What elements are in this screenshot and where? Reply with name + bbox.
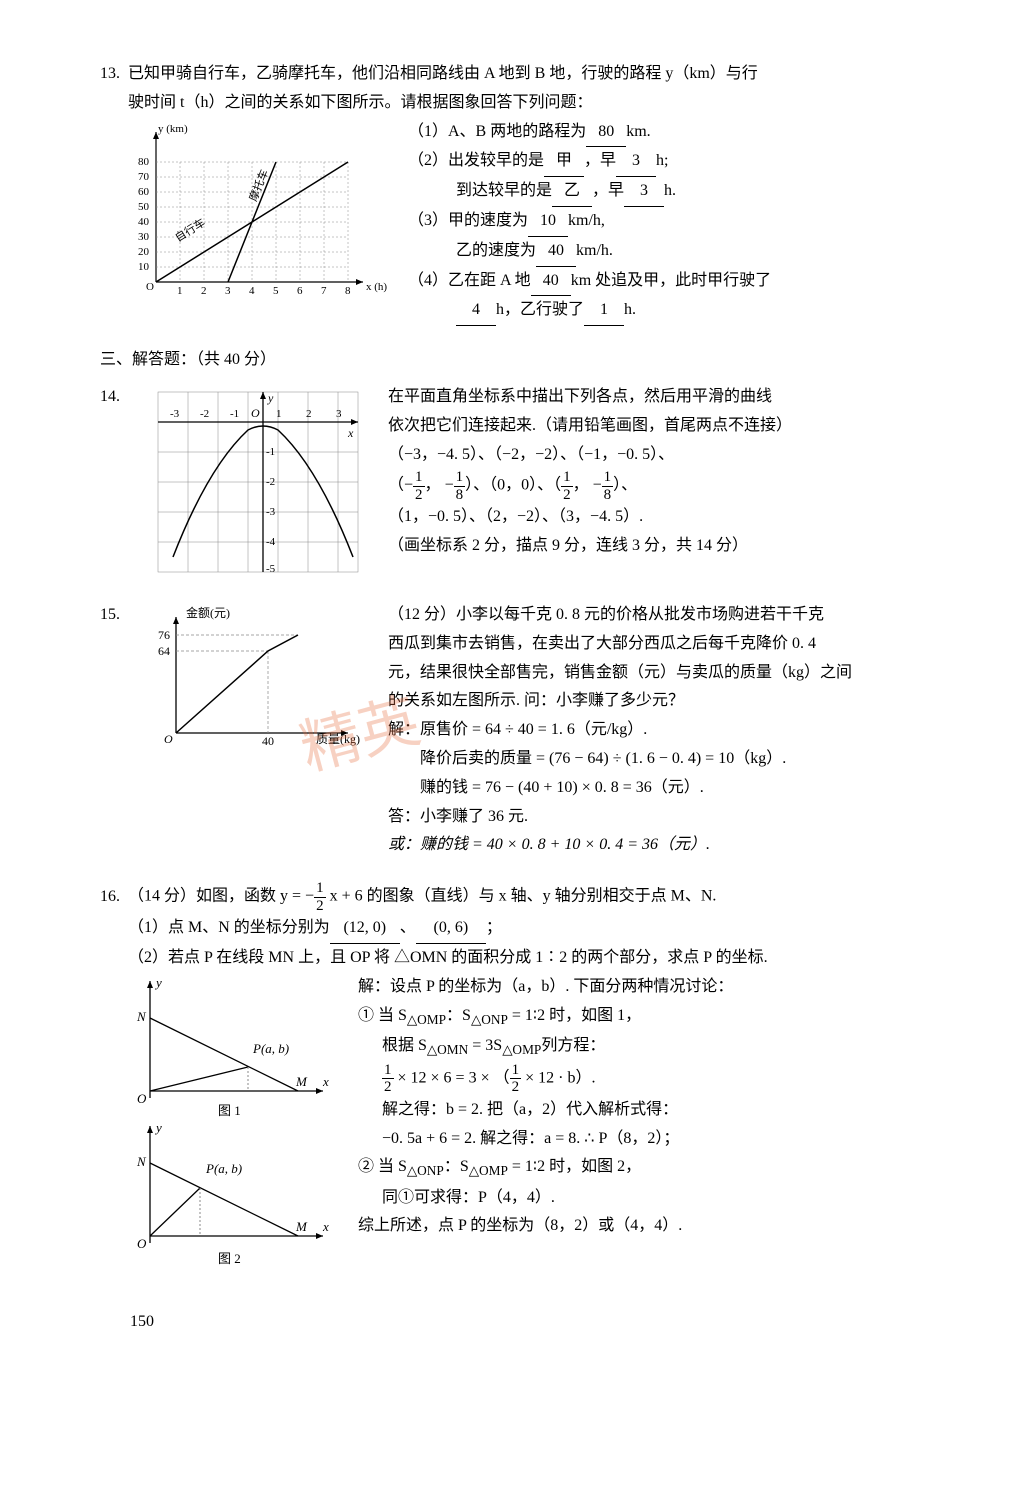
q13-a3b-ans: 40 — [536, 237, 576, 267]
svg-text:-4: -4 — [266, 536, 276, 548]
q13-a4b-ans2: 1 — [584, 296, 624, 326]
svg-text:40: 40 — [262, 734, 274, 748]
svg-text:-2: -2 — [266, 476, 275, 488]
svg-text:-1: -1 — [266, 446, 275, 458]
origin: O — [146, 281, 154, 293]
q13-a2b-ans1: 乙 — [552, 177, 592, 207]
svg-text:50: 50 — [138, 201, 150, 213]
q13-a3-ans: 10 — [528, 207, 568, 237]
svg-text:64: 64 — [158, 644, 170, 658]
q16-conclusion: 综上所述，点 P 的坐标为（8，2）或（4，4）. — [358, 1212, 944, 1241]
q16-solution: 解：设点 P 的坐标为（a，b）. 下面分两种情况讨论： ① 当 S△OMP：S… — [358, 973, 944, 1268]
q16-a2: （2）若点 P 在线段 MN 上，且 OP 将 △OMN 的面积分成 1∶2 的… — [100, 944, 944, 973]
svg-text:x: x — [347, 426, 354, 440]
svg-text:76: 76 — [158, 628, 170, 642]
q13-graph: y (km) x (h) O 1 2 3 4 5 6 — [128, 122, 388, 323]
q15-sol2: 降价后卖的质量 = (76 − 64) ÷ (1. 6 − 0. 4) = 10… — [388, 745, 944, 774]
svg-text:O: O — [137, 1091, 147, 1106]
bike-label: 自行车 — [172, 215, 207, 244]
q13-a1-suf: km. — [626, 123, 650, 140]
q16-num: 16. — [100, 883, 128, 912]
svg-text:3: 3 — [336, 408, 342, 420]
x-label: 质量(kg) — [316, 732, 360, 746]
q13-a2-pre: （2）出发较早的是 — [408, 152, 544, 169]
svg-text:O: O — [251, 406, 260, 420]
q13-stem2: 驶时间 t（h）之间的关系如下图所示。请根据图象回答下列问题： — [100, 89, 944, 118]
svg-text:-3: -3 — [170, 408, 180, 420]
svg-text:6: 6 — [297, 285, 303, 297]
x-axis-label: x (h) — [366, 281, 387, 293]
q13-a2b-ans2: 3 — [624, 177, 664, 207]
svg-text:y: y — [267, 391, 274, 405]
svg-text:M: M — [295, 1074, 308, 1089]
svg-text:1: 1 — [177, 285, 183, 297]
svg-text:N: N — [136, 1154, 147, 1169]
q14-graph: -3 -2 -1 1 2 3 -1 -2 -3 -4 -5 y x O — [148, 387, 368, 577]
q13-a2-ans1: 甲 — [544, 147, 584, 177]
y-axis-label: y (km) — [158, 123, 188, 135]
q13-a2-ans2: 3 — [616, 147, 656, 177]
q15-graph: 金额(元) 质量(kg) O 64 76 40 — [148, 605, 368, 856]
svg-text:-1: -1 — [230, 408, 239, 420]
svg-text:-2: -2 — [200, 408, 209, 420]
svg-text:图 2: 图 2 — [218, 1251, 241, 1266]
q13-answers: （1）A、B 两地的路程为80km. （2）出发较早的是甲，早3h; 到达较早的… — [408, 118, 944, 327]
svg-text:M: M — [295, 1219, 308, 1234]
svg-text:2: 2 — [201, 285, 207, 297]
q15-sol5: 或：赚的钱 = 40 × 0. 8 + 10 × 0. 4 = 36（元）. — [388, 831, 944, 860]
svg-text:P(a, b): P(a, b) — [252, 1041, 289, 1056]
question-13: 13.已知甲骑自行车，乙骑摩托车，他们沿相同路线由 A 地到 B 地，行驶的路程… — [100, 60, 944, 326]
q15-num: 15. — [100, 601, 128, 860]
svg-text:70: 70 — [138, 171, 150, 183]
q16-a1-ans1: (12, 0) — [330, 914, 400, 944]
sales-line — [176, 635, 298, 733]
q13-num: 13. — [100, 60, 128, 89]
svg-text:-3: -3 — [266, 506, 276, 518]
y-label: 金额(元) — [186, 605, 230, 620]
page-number: 150 — [100, 1308, 944, 1337]
svg-text:y: y — [154, 975, 162, 990]
svg-text:x: x — [322, 1074, 329, 1089]
svg-text:7: 7 — [321, 285, 327, 297]
q16-fig2: y x O N M P(a, b) 图 2 — [128, 1118, 338, 1268]
q16-figures: y x O N M P(a, b) 图 1 y x O N M — [128, 973, 338, 1268]
svg-text:3: 3 — [225, 285, 231, 297]
q13-stem1: 已知甲骑自行车，乙骑摩托车，他们沿相同路线由 A 地到 B 地，行驶的路程 y（… — [128, 65, 758, 82]
svg-text:2: 2 — [306, 408, 312, 420]
question-16: 16.（14 分）如图，函数 y = −12 x + 6 的图象（直线）与 x … — [100, 880, 944, 1268]
question-15: 精英 15. 金额(元) 质量(kg) O 64 76 40 （12 分）小 — [100, 601, 944, 860]
q13-a4b-ans1: 4 — [456, 296, 496, 326]
question-14: 14. -3 -2 -1 1 2 3 -1 -2 -3 -4 -5 y — [100, 383, 944, 581]
svg-text:1: 1 — [276, 408, 282, 420]
q13-a1-ans: 80 — [586, 118, 626, 148]
svg-text:5: 5 — [273, 285, 279, 297]
q14-text: 在平面直角坐标系中描出下列各点，然后用平滑的曲线 依次把它们连接起来.（请用铅笔… — [388, 383, 944, 581]
svg-text:O: O — [137, 1236, 147, 1251]
q15-sol3: 赚的钱 = 76 − (40 + 10) × 0. 8 = 36（元）. — [388, 774, 944, 803]
q16-fig1: y x O N M P(a, b) 图 1 — [128, 973, 338, 1118]
q14-num: 14. — [100, 383, 128, 581]
svg-text:x: x — [322, 1219, 329, 1234]
svg-text:10: 10 — [138, 261, 150, 273]
svg-text:P(a, b): P(a, b) — [205, 1161, 242, 1176]
svg-text:O: O — [164, 732, 173, 746]
svg-text:30: 30 — [138, 231, 150, 243]
svg-text:y: y — [154, 1120, 162, 1135]
svg-text:8: 8 — [345, 285, 351, 297]
q15-sol4: 答：小李赚了 36 元. — [388, 803, 944, 832]
svg-text:80: 80 — [138, 156, 150, 168]
q13-a1-pre: （1）A、B 两地的路程为 — [408, 123, 586, 140]
svg-text:-5: -5 — [266, 563, 276, 575]
svg-text:20: 20 — [138, 246, 150, 258]
q15-text: （12 分）小李以每千克 0. 8 元的价格从批发市场购进若干千克 西瓜到集市去… — [388, 601, 944, 860]
q13-a4-ans: 40 — [531, 267, 571, 297]
svg-text:图 1: 图 1 — [218, 1103, 241, 1118]
q16-a1-ans2: (0, 6) — [416, 914, 486, 944]
svg-text:40: 40 — [138, 216, 150, 228]
svg-text:N: N — [136, 1009, 147, 1024]
svg-text:60: 60 — [138, 186, 150, 198]
q15-sol1: 解：原售价 = 64 ÷ 40 = 1. 6（元/kg）. — [388, 716, 944, 745]
svg-text:4: 4 — [249, 285, 255, 297]
section-3-heading: 三、解答题：（共 40 分） — [100, 346, 944, 375]
